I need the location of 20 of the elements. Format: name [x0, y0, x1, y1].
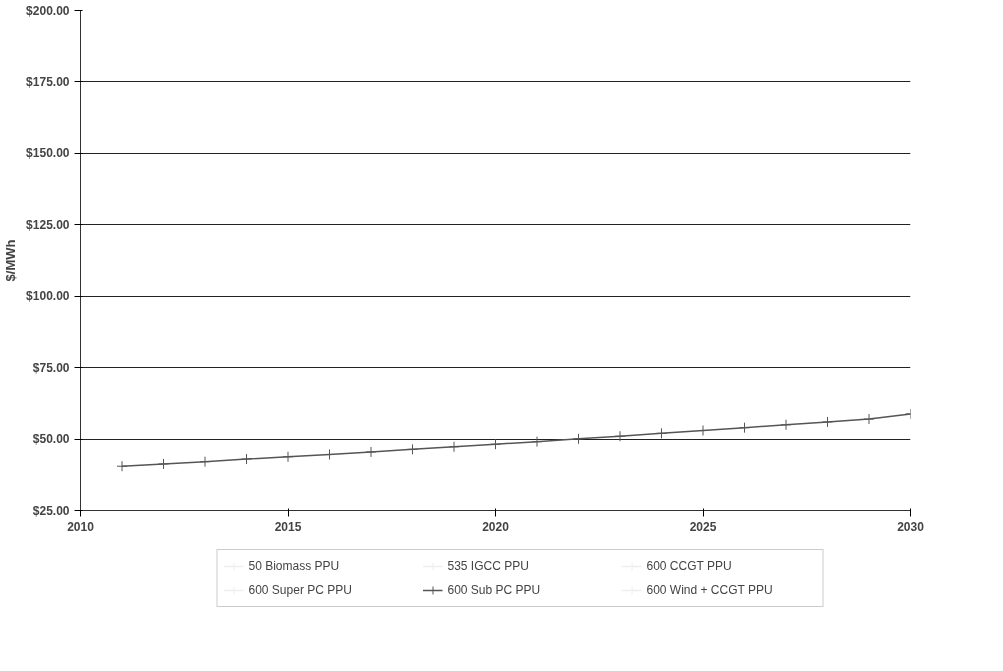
legend-label: 535 IGCC PPU [447, 559, 530, 573]
x-tick-label: 2015 [274, 519, 302, 534]
y-tick-label: $25.00 [32, 503, 70, 518]
x-tick-label: 2020 [482, 519, 510, 534]
legend-label: 50 Biomass PPU [248, 559, 341, 573]
x-tick-label: 2025 [689, 519, 717, 534]
x-tick-label: 2030 [897, 519, 925, 534]
x-tick-label: 2010 [67, 519, 95, 534]
legend-label: 600 Wind + CCGT PPU [646, 583, 774, 597]
y-tick-label: $50.00 [32, 432, 70, 447]
y-tick-label: $200.00 [26, 3, 70, 18]
legend-label: 600 Sub PC PPU [447, 583, 542, 597]
legend-label: 600 CCGT PPU [646, 559, 733, 573]
y-tick-label: $150.00 [26, 146, 70, 161]
y-axis-title: $/MWh [3, 239, 19, 282]
y-tick-label: $75.00 [32, 360, 70, 375]
y-tick-label: $125.00 [26, 217, 70, 232]
y-tick-label: $100.00 [26, 289, 70, 304]
y-tick-label: $175.00 [26, 74, 70, 89]
legend-label: 600 Super PC PPU [248, 583, 353, 597]
